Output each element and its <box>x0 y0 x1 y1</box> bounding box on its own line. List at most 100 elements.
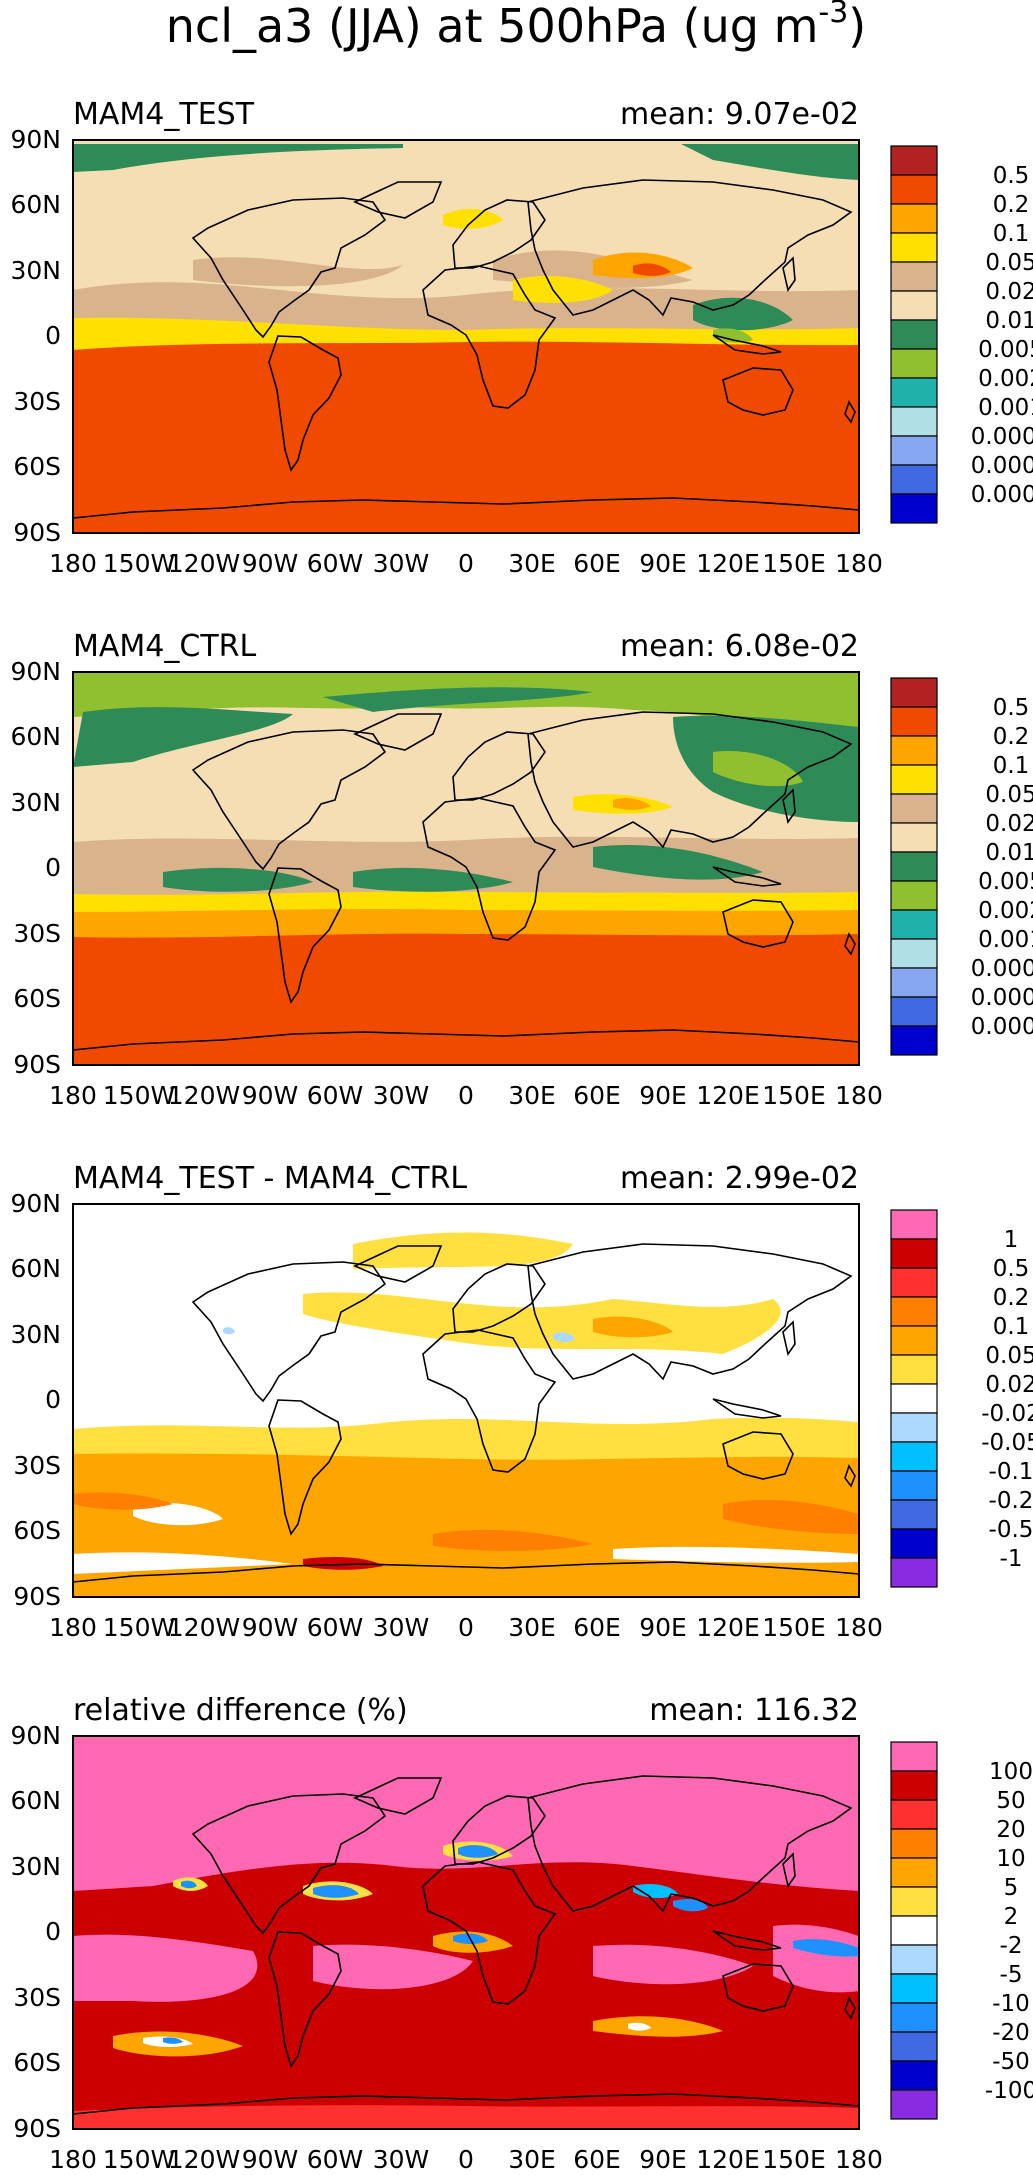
colorbar-box <box>890 203 938 234</box>
svg-text:180: 180 <box>835 1613 883 1642</box>
svg-text:90S: 90S <box>13 1050 61 1079</box>
svg-text:0: 0 <box>45 321 61 350</box>
colorbar-box <box>890 232 938 263</box>
colorbar-box <box>890 793 938 824</box>
colorbar-label: 0.1 <box>993 1314 1030 1340</box>
svg-text:30W: 30W <box>373 549 430 578</box>
colorbar-box <box>890 261 938 292</box>
colorbar-box <box>890 174 938 205</box>
svg-text:60N: 60N <box>10 190 61 219</box>
colorbar-box <box>890 1325 938 1356</box>
colorbar-box <box>890 938 938 969</box>
colorbar-label: 0.002 <box>978 366 1033 392</box>
svg-text:60W: 60W <box>307 2145 364 2174</box>
colorbar-box <box>890 1412 938 1443</box>
colorbar-box <box>890 967 938 998</box>
svg-text:30E: 30E <box>508 1081 556 1110</box>
svg-text:30S: 30S <box>13 1983 61 2012</box>
svg-text:30E: 30E <box>508 549 556 578</box>
colorbar-label: 0.005 <box>978 869 1033 895</box>
colorbar-label: 0.001 <box>978 395 1033 421</box>
svg-text:120E: 120E <box>696 2145 760 2174</box>
svg-text:150E: 150E <box>762 1613 826 1642</box>
colorbar-label: 0.02 <box>985 279 1033 305</box>
colorbar-box <box>890 145 938 176</box>
colorbar-box <box>890 2060 938 2091</box>
colorbar-label: 0.01 <box>985 840 1033 866</box>
svg-text:150E: 150E <box>762 2145 826 2174</box>
colorbar-box <box>890 1441 938 1472</box>
svg-text:30W: 30W <box>373 1081 430 1110</box>
svg-text:120E: 120E <box>696 549 760 578</box>
svg-text:60W: 60W <box>307 1081 364 1110</box>
svg-text:120W: 120W <box>168 549 240 578</box>
colorbar-label: 5 <box>1004 1875 1019 1901</box>
svg-text:60S: 60S <box>13 2048 61 2077</box>
colorbar-box <box>890 319 938 350</box>
colorbar-box <box>890 1973 938 2004</box>
lat-axis: 90N 60N 30N 0 30S 60S 90S <box>10 1721 61 2143</box>
svg-text:30W: 30W <box>373 2145 430 2174</box>
colorbar-label: 0.0005 <box>971 956 1033 982</box>
colorbar-box <box>890 2002 938 2033</box>
svg-text:180: 180 <box>835 1081 883 1110</box>
panel-mean: mean: 2.99e-02 <box>620 1161 859 1196</box>
svg-text:150E: 150E <box>762 1081 826 1110</box>
colorbar-label: -0.2 <box>989 1488 1033 1514</box>
svg-text:30S: 30S <box>13 387 61 416</box>
lon-axis: 180 150W 120W 90W 60W 30W 0 30E 60E 90E … <box>49 1081 883 1110</box>
colorbar-box <box>890 1741 938 1772</box>
colorbar-label: 0.02 <box>985 811 1033 837</box>
svg-text:60E: 60E <box>573 1081 621 1110</box>
svg-text:60N: 60N <box>10 722 61 751</box>
svg-text:60E: 60E <box>573 2145 621 2174</box>
lat-axis: 90N 60N 30N 0 30S 60S 90S <box>10 1189 61 1611</box>
colorbar-box <box>890 2089 938 2120</box>
svg-text:0: 0 <box>458 2145 474 2174</box>
svg-text:180: 180 <box>49 1081 97 1110</box>
svg-text:120W: 120W <box>168 2145 240 2174</box>
colorbar-box <box>890 1828 938 1859</box>
svg-text:60S: 60S <box>13 984 61 1013</box>
colorbar-label: -100 <box>985 2078 1033 2104</box>
svg-text:150W: 150W <box>103 1613 175 1642</box>
svg-text:150W: 150W <box>103 2145 175 2174</box>
colorbar-box <box>890 1296 938 1327</box>
svg-text:90S: 90S <box>13 518 61 547</box>
panel-ctrl: 90N 60N 30N 0 30S 60S 90S 180 150W 120W … <box>10 629 1033 1110</box>
panel-diff: 90N 60N 30N 0 30S 60S 90S 180 150W 120W … <box>10 1161 1033 1642</box>
svg-text:30N: 30N <box>10 1852 61 1881</box>
svg-text:0: 0 <box>45 1917 61 1946</box>
colorbar: 100 50 20 10 5 2 -2 -5 -10 -20 -50 -100 <box>890 1741 1033 2120</box>
colorbar-label: 0.2 <box>993 192 1030 218</box>
colorbar-label: -1 <box>1000 1546 1023 1572</box>
svg-text:120W: 120W <box>168 1081 240 1110</box>
svg-text:30E: 30E <box>508 2145 556 2174</box>
colorbar-label: 0.1 <box>993 221 1030 247</box>
svg-text:0: 0 <box>45 853 61 882</box>
colorbar-box <box>890 1499 938 1530</box>
panel-mean: mean: 6.08e-02 <box>620 629 859 664</box>
contour-fill <box>73 672 859 938</box>
colorbar-label: 100 <box>989 1759 1033 1785</box>
map-frame <box>72 1203 860 1598</box>
svg-text:150W: 150W <box>103 549 175 578</box>
colorbar-label: 50 <box>996 1788 1025 1814</box>
svg-text:180: 180 <box>49 2145 97 2174</box>
colorbar-box <box>890 735 938 766</box>
colorbar-box <box>890 2031 938 2062</box>
colorbar-box <box>890 406 938 437</box>
svg-text:30W: 30W <box>373 1613 430 1642</box>
colorbar-box <box>890 1267 938 1298</box>
figure-title: ncl_a3 (JJA) at 500hPa (ug m-3) <box>166 0 867 53</box>
colorbar: 0.5 0.2 0.1 0.05 0.02 0.01 0.005 0.002 0.001 0.00… <box>890 145 1033 524</box>
colorbar-box <box>890 1799 938 1830</box>
colorbar-label: -5 <box>1000 1962 1023 1988</box>
colorbar-box <box>890 880 938 911</box>
colorbar-label: -0.5 <box>989 1517 1033 1543</box>
panel-title: relative difference (%) <box>73 1693 408 1728</box>
svg-text:90E: 90E <box>639 1081 687 1110</box>
svg-text:180: 180 <box>49 549 97 578</box>
svg-text:90W: 90W <box>242 549 299 578</box>
colorbar-label: 0.05 <box>985 1343 1033 1369</box>
